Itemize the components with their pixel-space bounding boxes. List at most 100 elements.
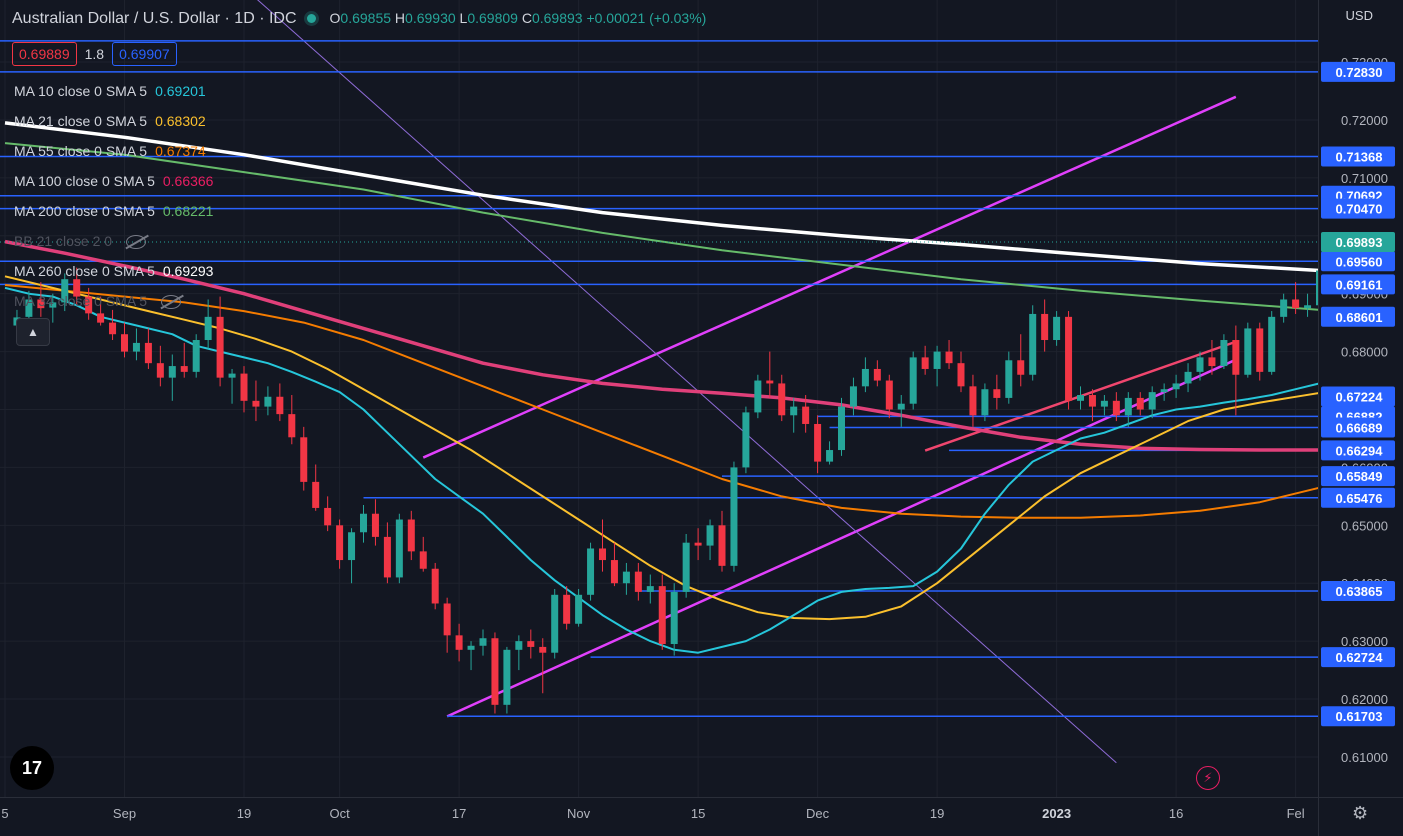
candle-body [264,396,272,407]
sell-button[interactable]: 0.69889 [12,42,77,66]
candle-body [371,513,379,537]
level-price-tag-label: 0.66689 [1336,421,1383,436]
candle-body [658,586,666,645]
candle-body [599,548,606,561]
open-value: 0.69855 [340,10,392,26]
candle-body [85,296,93,314]
candle-body [802,406,810,424]
candles[interactable] [13,224,1383,714]
trendline-channel [446,358,1237,718]
candle-body [360,513,367,533]
candle-body [873,368,881,381]
candle-body [503,649,511,705]
time-tick-label: Dec [806,806,830,821]
level-price-tag [1321,274,1395,295]
indicator-legend: MA 10 close 0 SMA 5 0.69201 MA 21 close 0… [14,82,213,322]
candle-body [1304,305,1312,309]
tradingview-logo-icon[interactable]: 17 [10,746,54,790]
high-value: 0.69930 [405,10,456,26]
level-price-tag [1321,198,1395,219]
candle-body [778,383,786,416]
level-price-tag-label: 0.72830 [1336,65,1383,80]
legend-row-ma260[interactable]: MA 260 close 0 SMA 5 0.69293 [14,263,214,279]
level-price-tag [1321,61,1395,82]
candle-body [49,302,57,308]
price-tick-label: 0.68000 [1341,345,1388,360]
candle-body [312,481,320,508]
candle-body [97,313,105,323]
level-price-tag-label: 0.70470 [1336,202,1383,217]
candle-body [742,412,750,468]
candle-body [324,507,332,526]
candle-body [766,380,774,384]
time-tick-label: Fel [1287,806,1305,821]
legend-row-ma55[interactable]: MA 55 close 0 SMA 5 0.67374 [14,143,206,159]
candle-body [1088,395,1096,407]
price-tick-label: 0.65000 [1341,518,1388,533]
candle-body [551,594,559,653]
candle-body [539,646,547,653]
candle-body [1256,328,1264,372]
candle-body [109,322,117,335]
candle-body [1232,340,1240,375]
candle-body [1244,328,1252,375]
price-tick-label: 0.72000 [1341,113,1388,128]
candle-body [861,368,869,387]
candle-body [730,467,738,566]
candle-body [897,403,905,410]
change-value: +0.00021 (+0.03%) [586,10,707,26]
candle-body [826,450,834,462]
level-price-tag [1321,386,1395,407]
level-price-tag-label: 0.71368 [1336,150,1383,165]
market-open-dot-icon [306,14,316,24]
candle-body [575,594,583,624]
legend-row-ma34[interactable]: MA 34 close 0 SMA 5 [14,292,213,322]
candle-body [419,551,427,569]
horizontal-levels[interactable] [0,40,1344,717]
candle-body [1041,313,1049,341]
candle-body [957,363,965,387]
candle-body [491,638,499,705]
hidden-eye-icon[interactable] [161,295,182,310]
time-tick-label: 19 [237,806,251,821]
legend-row-bb21[interactable]: BB 21 close 2 0 [14,232,213,262]
candle-body [1065,316,1073,401]
candle-body [694,542,702,546]
candle-body [455,635,463,650]
candle-body [1184,371,1192,384]
level-price-tag [1321,306,1395,327]
legend-row-ma200[interactable]: MA 200 close 0 SMA 5 0.68221 [14,203,214,219]
hidden-eye-icon[interactable] [126,235,147,250]
candle-body [407,519,415,552]
time-axis[interactable]: 5 Sep 19 Oct 17 Nov 15 Dec 19 2023 16 Fel [0,797,1403,836]
legend-row-ma10[interactable]: MA 10 close 0 SMA 5 0.69201 [14,83,206,99]
candle-body [336,525,344,561]
currency-selector[interactable]: USD [1345,8,1373,23]
price-tick-label: 0.71000 [1341,171,1388,186]
candle-body [909,357,917,404]
candle-body [61,279,69,303]
candle-body [993,389,1001,398]
settings-gear-icon[interactable]: ⚙ [1352,803,1369,823]
collapse-legend-button[interactable]: ▲ [16,318,50,346]
candle-body [1220,340,1228,367]
buy-button[interactable]: 0.69907 [112,42,177,66]
symbol-title[interactable]: Australian Dollar / U.S. Dollar · 1D · I… [12,10,297,27]
lightning-icon[interactable]: ⚡ [1196,766,1220,790]
legend-row-ma100[interactable]: MA 100 close 0 SMA 5 0.66366 [14,173,214,189]
candle-body [718,525,726,566]
candle-body [1292,299,1300,309]
candle-body [37,299,45,309]
level-price-tag-label: 0.69560 [1336,254,1383,269]
level-price-tag-label: 0.66294 [1336,443,1384,458]
candle-body [1148,392,1156,410]
bid-ask-panel: 0.69889 1.8 0.69907 [12,42,177,66]
candle-body [121,334,128,352]
candle-body [1017,360,1025,375]
candle-body [849,386,857,407]
candle-body [1029,313,1037,375]
legend-row-ma21[interactable]: MA 21 close 0 SMA 5 0.68302 [14,113,206,129]
